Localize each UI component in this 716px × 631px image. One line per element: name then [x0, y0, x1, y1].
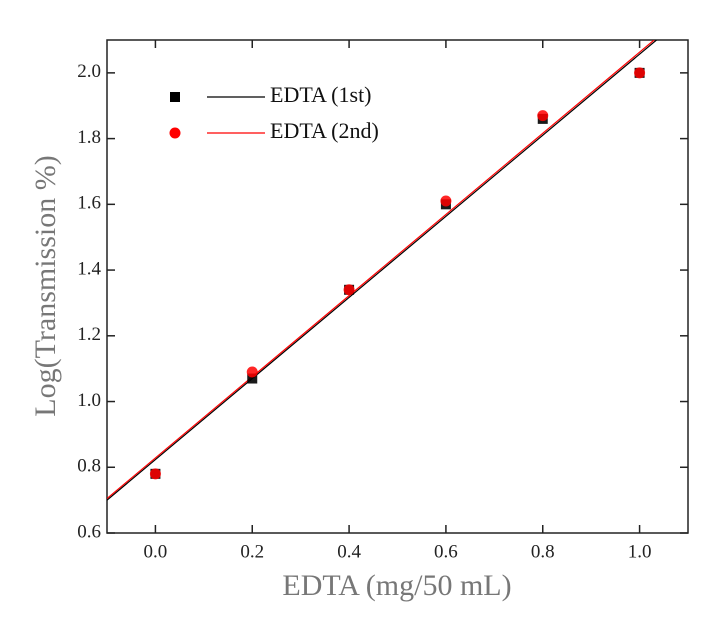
y-tick-label: 1.2: [77, 324, 101, 345]
fit-line: [107, 40, 657, 501]
y-tick-label: 0.6: [77, 521, 101, 542]
point: [246, 366, 258, 378]
point: [149, 468, 161, 480]
point: [537, 110, 549, 122]
x-tick-label: 0.8: [531, 541, 555, 562]
fit-line: [107, 40, 655, 499]
point: [247, 373, 258, 384]
y-tick-label: 1.4: [77, 258, 101, 279]
legend-marker: [170, 92, 180, 102]
point: [634, 67, 646, 79]
x-axis-label: EDTA (mg/50 mL): [282, 569, 511, 602]
x-tick-label: 1.0: [628, 541, 652, 562]
y-tick-label: 2.0: [77, 61, 101, 82]
point: [440, 195, 452, 207]
y-tick-label: 0.8: [77, 456, 101, 477]
legend-label: EDTA (2nd): [270, 118, 379, 143]
legend-marker: [169, 127, 181, 139]
y-tick-label: 1.0: [77, 390, 101, 411]
plot-frame: [106, 39, 689, 534]
y-tick-label: 1.8: [77, 127, 101, 148]
x-tick-label: 0.0: [144, 541, 168, 562]
legend-label: EDTA (1st): [270, 82, 372, 107]
x-tick-label: 0.4: [337, 541, 361, 562]
y-tick-label: 1.6: [77, 193, 101, 214]
x-tick-label: 0.2: [240, 541, 264, 562]
point: [343, 284, 355, 296]
y-axis-label: Log(Transmission %): [29, 155, 62, 416]
x-tick-label: 0.6: [434, 541, 458, 562]
